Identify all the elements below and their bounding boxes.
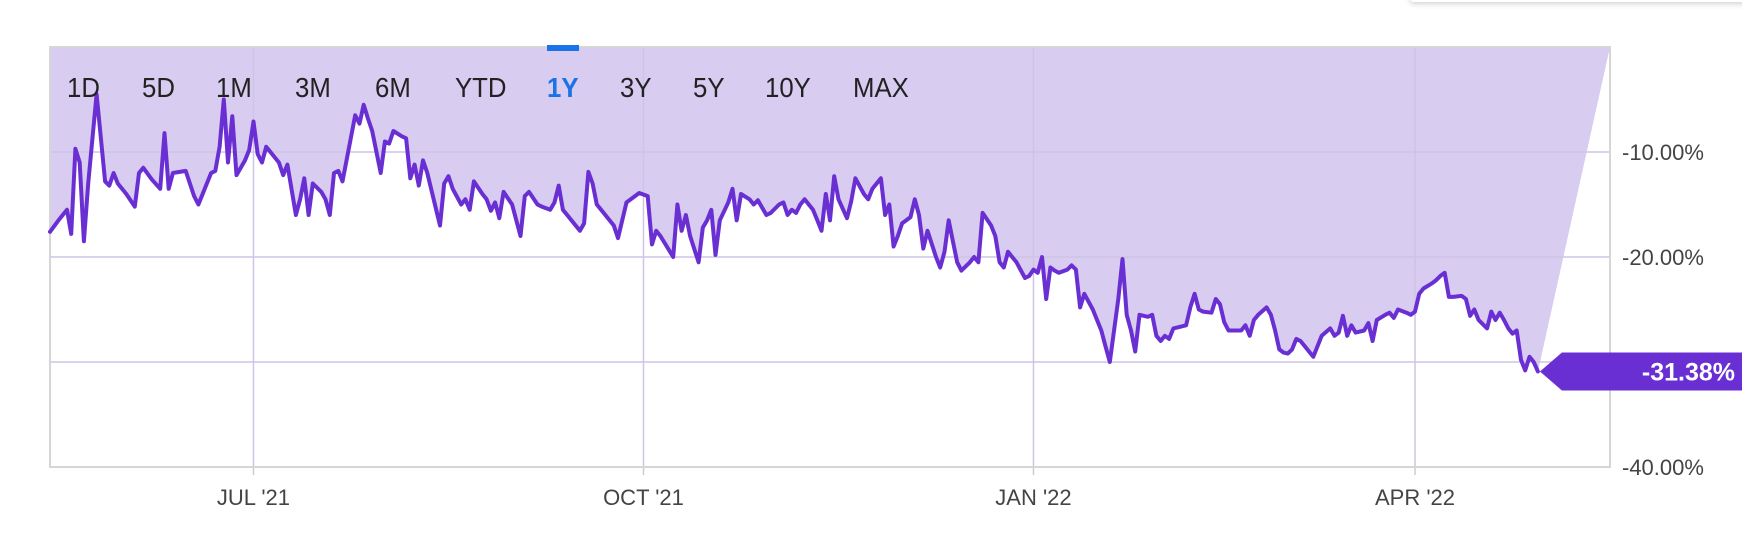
- x-tick-label: OCT '21: [603, 485, 684, 510]
- x-tick-label: APR '22: [1375, 485, 1455, 510]
- overlay-panel-edge: [1410, 0, 1742, 2]
- last-value-label: -31.38%: [1642, 358, 1735, 386]
- range-button-10y[interactable]: 10Y: [765, 72, 811, 103]
- range-button-3m[interactable]: 3M: [295, 72, 331, 103]
- range-button-max[interactable]: MAX: [853, 72, 909, 103]
- range-button-ytd[interactable]: YTD: [455, 72, 507, 103]
- y-tick-label: -10.00%: [1622, 140, 1704, 165]
- series-line: [48, 92, 1540, 374]
- active-range-indicator: [547, 45, 579, 51]
- range-button-1m[interactable]: 1M: [216, 72, 252, 103]
- range-button-1d[interactable]: 1D: [67, 72, 100, 103]
- y-tick-label: -20.00%: [1622, 245, 1704, 270]
- plot-frame: [49, 46, 1611, 468]
- range-button-3y[interactable]: 3Y: [620, 72, 652, 103]
- range-button-5y[interactable]: 5Y: [693, 72, 725, 103]
- range-button-5d[interactable]: 5D: [142, 72, 175, 103]
- y-tick-label: -40.00%: [1622, 455, 1704, 480]
- range-button-1y[interactable]: 1Y: [547, 72, 579, 103]
- x-tick-label: JUL '21: [217, 485, 290, 510]
- x-tick-label: JAN '22: [995, 485, 1071, 510]
- range-button-6m[interactable]: 6M: [375, 72, 411, 103]
- last-value-badge: [1539, 352, 1742, 391]
